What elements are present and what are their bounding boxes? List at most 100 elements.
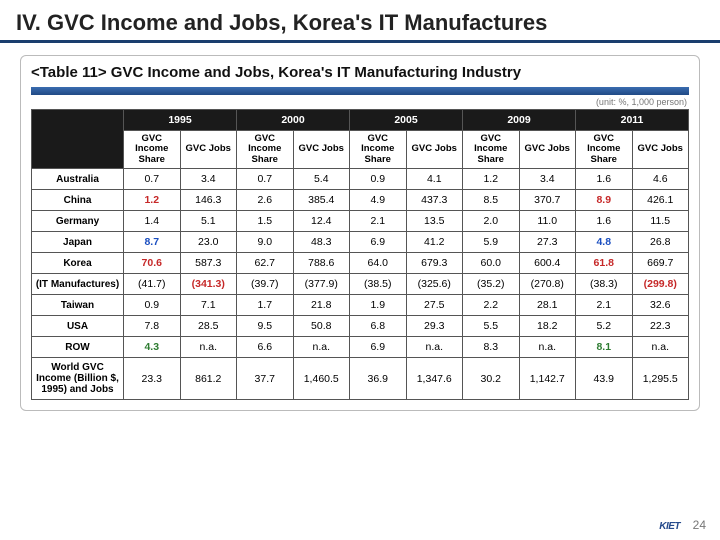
cell: n.a. <box>519 337 576 358</box>
cell: 29.3 <box>406 316 463 337</box>
cell: 5.2 <box>576 316 633 337</box>
table-row: Australia0.73.40.75.40.94.11.23.41.64.6 <box>32 169 689 190</box>
cell: 2.0 <box>463 211 520 232</box>
cell: 5.1 <box>180 211 237 232</box>
cell: 2.1 <box>576 295 633 316</box>
cell: 1.6 <box>576 211 633 232</box>
cell: 11.5 <box>632 211 689 232</box>
cell: 0.7 <box>124 169 181 190</box>
table-body: Australia0.73.40.75.40.94.11.23.41.64.6C… <box>32 169 689 400</box>
cell: 18.2 <box>519 316 576 337</box>
cell: 788.6 <box>293 253 350 274</box>
cell: 3.4 <box>180 169 237 190</box>
cell: 13.5 <box>406 211 463 232</box>
table-row: Taiwan0.97.11.721.81.927.52.228.12.132.6 <box>32 295 689 316</box>
row-label: Korea <box>32 253 124 274</box>
row-label: ROW <box>32 337 124 358</box>
cell: 5.9 <box>463 232 520 253</box>
cell: 0.9 <box>124 295 181 316</box>
cell: 48.3 <box>293 232 350 253</box>
cell: 1.5 <box>237 211 294 232</box>
sub-jobs: GVC Jobs <box>406 131 463 169</box>
cell: 36.9 <box>350 358 407 400</box>
cell: 4.9 <box>350 190 407 211</box>
cell: (41.7) <box>124 274 181 295</box>
table-head: 1995 2000 2005 2009 2011 GVC Income Shar… <box>32 110 689 169</box>
cell: 0.9 <box>350 169 407 190</box>
table-row: USA7.828.59.550.86.829.35.518.25.222.3 <box>32 316 689 337</box>
cell: 32.6 <box>632 295 689 316</box>
subtitle-text: <Table 11> GVC Income and Jobs, Korea's … <box>31 64 521 81</box>
cell: n.a. <box>632 337 689 358</box>
row-label: World GVC Income (Billion $, 1995) and J… <box>32 358 124 400</box>
cell: 6.9 <box>350 232 407 253</box>
page-title: IV. GVC Income and Jobs, Korea's IT Manu… <box>16 10 704 36</box>
cell: 11.0 <box>519 211 576 232</box>
row-label: Taiwan <box>32 295 124 316</box>
cell: 30.2 <box>463 358 520 400</box>
cell: 600.4 <box>519 253 576 274</box>
subtitle-banner <box>31 87 689 95</box>
row-label: Germany <box>32 211 124 232</box>
table-row: Korea70.6587.362.7788.664.0679.360.0600.… <box>32 253 689 274</box>
cell: 23.3 <box>124 358 181 400</box>
cell: (270.8) <box>519 274 576 295</box>
table-row: (IT Manufactures)(41.7)(341.3)(39.7)(377… <box>32 274 689 295</box>
row-label: USA <box>32 316 124 337</box>
cell: 8.5 <box>463 190 520 211</box>
sub-jobs: GVC Jobs <box>180 131 237 169</box>
cell: 41.2 <box>406 232 463 253</box>
cell: 7.8 <box>124 316 181 337</box>
cell: 21.8 <box>293 295 350 316</box>
cell: 6.8 <box>350 316 407 337</box>
title-bar: IV. GVC Income and Jobs, Korea's IT Manu… <box>0 0 720 43</box>
cell: (39.7) <box>237 274 294 295</box>
cell: 8.9 <box>576 190 633 211</box>
table-row: Japan8.723.09.048.36.941.25.927.34.826.8 <box>32 232 689 253</box>
sub-header-row: GVC Income Share GVC Jobs GVC Income Sha… <box>32 131 689 169</box>
unit-note: (unit: %, 1,000 person) <box>31 97 687 107</box>
cell: (341.3) <box>180 274 237 295</box>
gvc-table: 1995 2000 2005 2009 2011 GVC Income Shar… <box>31 109 689 400</box>
cell: (299.8) <box>632 274 689 295</box>
cell: 1,460.5 <box>293 358 350 400</box>
row-label: China <box>32 190 124 211</box>
sub-income: GVC Income Share <box>237 131 294 169</box>
cell: 27.3 <box>519 232 576 253</box>
table-row: ROW4.3n.a.6.6n.a.6.9n.a.8.3n.a.8.1n.a. <box>32 337 689 358</box>
cell: 1.2 <box>124 190 181 211</box>
cell: 669.7 <box>632 253 689 274</box>
cell: 60.0 <box>463 253 520 274</box>
cell: 1.2 <box>463 169 520 190</box>
sub-income: GVC Income Share <box>463 131 520 169</box>
subtitle: <Table 11> GVC Income and Jobs, Korea's … <box>31 64 689 81</box>
cell: 9.0 <box>237 232 294 253</box>
table-panel: <Table 11> GVC Income and Jobs, Korea's … <box>20 55 700 411</box>
cell: 1,142.7 <box>519 358 576 400</box>
cell: 28.5 <box>180 316 237 337</box>
cell: 28.1 <box>519 295 576 316</box>
cell: n.a. <box>406 337 463 358</box>
cell: 8.7 <box>124 232 181 253</box>
cell: 1,295.5 <box>632 358 689 400</box>
sub-jobs: GVC Jobs <box>519 131 576 169</box>
cell: 26.8 <box>632 232 689 253</box>
cell: 8.3 <box>463 337 520 358</box>
cell: 6.6 <box>237 337 294 358</box>
cell: 50.8 <box>293 316 350 337</box>
corner-cell <box>32 110 124 169</box>
cell: 12.4 <box>293 211 350 232</box>
cell: 3.4 <box>519 169 576 190</box>
row-label: (IT Manufactures) <box>32 274 124 295</box>
cell: n.a. <box>293 337 350 358</box>
cell: 27.5 <box>406 295 463 316</box>
cell: 679.3 <box>406 253 463 274</box>
cell: (38.5) <box>350 274 407 295</box>
table-row: Germany1.45.11.512.42.113.52.011.01.611.… <box>32 211 689 232</box>
slide: IV. GVC Income and Jobs, Korea's IT Manu… <box>0 0 720 540</box>
cell: 587.3 <box>180 253 237 274</box>
year-1995: 1995 <box>124 110 237 131</box>
table-row: World GVC Income (Billion $, 1995) and J… <box>32 358 689 400</box>
year-2005: 2005 <box>350 110 463 131</box>
year-2000: 2000 <box>237 110 350 131</box>
